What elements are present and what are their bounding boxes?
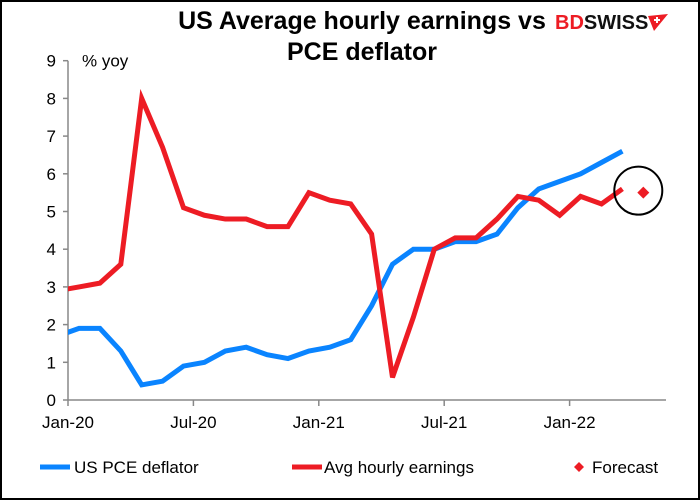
bdswiss-logo: BDSWISS <box>555 12 669 35</box>
y-tick-label: 7 <box>47 127 56 146</box>
chart-title: US Average hourly earnings vs PCE deflat… <box>178 7 546 66</box>
logo-bd: BD <box>555 12 584 34</box>
x-tick-label: Jul-20 <box>170 413 216 432</box>
x-tick-label: Jan-22 <box>544 413 596 432</box>
legend-swatch-forecast <box>574 462 584 472</box>
y-tick-label: 4 <box>47 240 56 259</box>
y-tick-label: 2 <box>47 316 56 335</box>
legend-label-pce-deflator: US PCE deflator <box>74 458 199 477</box>
y-tick-label: 8 <box>47 89 56 108</box>
forecast-highlight-circle <box>613 165 664 216</box>
legend-label-forecast: Forecast <box>592 458 658 477</box>
y-tick-label: 0 <box>47 391 56 410</box>
y-tick-label: 1 <box>47 353 56 372</box>
logo-flag-icon <box>648 14 669 31</box>
y-tick-label: 6 <box>47 165 56 184</box>
series-line-avg-hourly-earnings <box>68 88 624 379</box>
forecast-marker <box>637 186 650 199</box>
y-axis-label: % yoy <box>82 52 129 71</box>
y-tick-label: 3 <box>47 278 56 297</box>
logo-swiss: SWISS <box>583 12 649 34</box>
x-tick-label: Jan-20 <box>42 413 94 432</box>
legend-label-avg-hourly-earnings: Avg hourly earnings <box>324 458 474 477</box>
y-tick-label: 9 <box>47 52 56 71</box>
x-tick-label: Jul-21 <box>421 413 467 432</box>
x-tick-label: Jan-21 <box>293 413 345 432</box>
series-line-pce-deflator <box>68 148 624 388</box>
y-tick-label: 5 <box>47 203 56 222</box>
